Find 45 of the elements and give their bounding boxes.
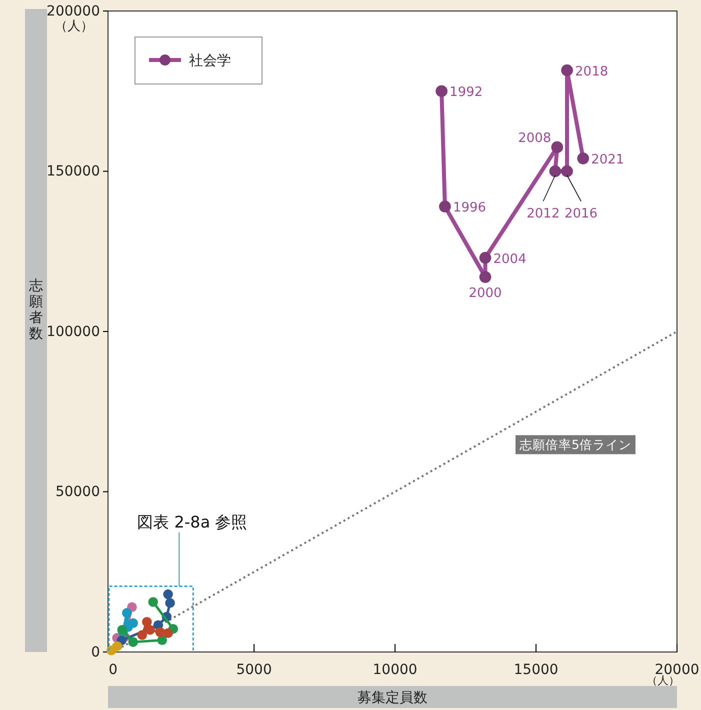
point (128, 637, 138, 647)
point (561, 64, 573, 76)
y-tick-label: 100000 (46, 324, 100, 340)
point (436, 85, 448, 98)
point (148, 597, 158, 607)
point (128, 618, 138, 628)
point (577, 152, 590, 164)
point (165, 598, 175, 608)
point (137, 630, 148, 640)
annotation: 2004 (493, 252, 526, 267)
point (561, 165, 573, 178)
point (163, 628, 173, 638)
y-axis-title: 志願者数 (29, 278, 43, 342)
point (479, 271, 492, 283)
series-label: 志願倍率5倍ライン (520, 437, 632, 452)
point (163, 589, 173, 600)
annotation: 2008 (518, 131, 552, 146)
text: （人） (54, 19, 94, 34)
x-tick-label: 5000 (236, 662, 272, 678)
y-tick-label: 50000 (55, 484, 100, 500)
x-tick-label: 10000 (372, 662, 418, 678)
annotation: 2012 (526, 206, 560, 222)
point (145, 625, 155, 635)
point (479, 252, 492, 264)
point (439, 200, 451, 212)
point (551, 141, 564, 154)
point (142, 616, 152, 627)
y-tick-label: 150000 (46, 164, 100, 180)
x-axis-title: 募集定員数 (358, 690, 428, 706)
annotation: 2016 (564, 206, 598, 222)
annotation: 図表 2-8a 参照 (137, 512, 248, 532)
point (157, 635, 168, 646)
point (549, 165, 562, 178)
y-tick-label: 0 (91, 644, 100, 660)
annotation: 2021 (591, 152, 624, 168)
legend-label: 社会学 (189, 53, 231, 69)
point (122, 608, 132, 618)
x-tick-label: 0 (108, 662, 118, 678)
annotation: 2018 (575, 64, 608, 80)
x-tick-label: 15000 (514, 662, 558, 678)
point (112, 641, 122, 652)
annotation: 2000 (468, 286, 502, 302)
annotation: 1996 (452, 200, 486, 216)
annotation: 1992 (450, 85, 483, 100)
y-tick-label: 200000 (46, 3, 100, 20)
